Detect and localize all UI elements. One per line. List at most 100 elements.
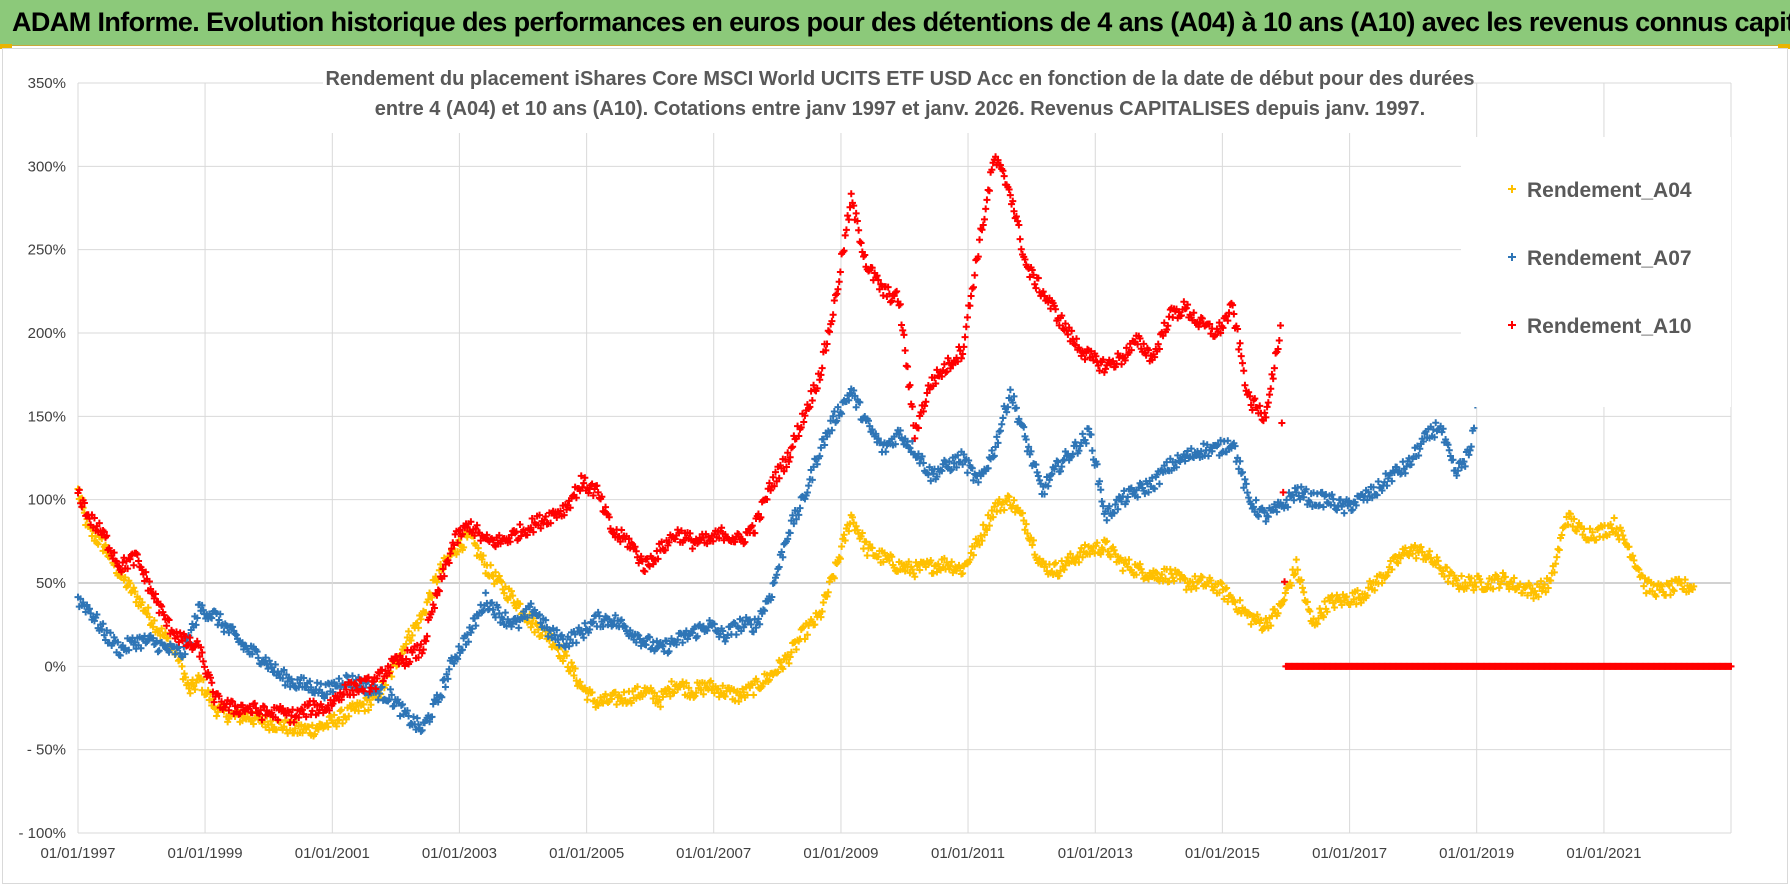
data-point <box>1015 221 1023 229</box>
data-point <box>95 519 103 527</box>
data-point <box>533 621 541 629</box>
data-point <box>969 283 977 291</box>
data-point <box>704 685 712 693</box>
data-point <box>838 543 846 551</box>
data-point <box>659 642 667 650</box>
data-point <box>929 470 937 478</box>
data-point <box>1560 523 1568 531</box>
data-point <box>264 665 272 673</box>
data-point <box>1061 561 1069 569</box>
data-point <box>249 720 257 728</box>
data-point <box>608 695 616 703</box>
data-point <box>1531 587 1539 595</box>
data-point <box>816 376 824 384</box>
data-point <box>182 673 190 681</box>
data-point <box>1240 367 1248 375</box>
data-point <box>531 606 539 614</box>
data-point <box>961 333 969 341</box>
data-point <box>649 695 657 703</box>
data-point <box>1111 501 1119 509</box>
data-point <box>948 558 956 566</box>
data-point <box>636 635 644 643</box>
data-point <box>424 596 432 604</box>
data-point <box>1328 491 1336 499</box>
data-point <box>959 460 967 468</box>
data-point <box>653 637 661 645</box>
data-point <box>345 712 353 720</box>
data-point <box>1044 482 1052 490</box>
data-point <box>649 638 657 646</box>
data-point <box>1033 468 1041 476</box>
data-point <box>1079 430 1087 438</box>
data-point <box>641 567 649 575</box>
data-point <box>1197 447 1205 455</box>
data-point <box>1303 598 1311 606</box>
data-point <box>948 466 956 474</box>
data-point <box>1530 594 1538 602</box>
data-point <box>161 629 169 637</box>
data-point <box>1072 554 1080 562</box>
data-point <box>888 553 896 561</box>
data-point <box>1103 516 1111 524</box>
data-point <box>138 598 146 606</box>
data-point <box>751 529 759 537</box>
data-point <box>1055 572 1063 580</box>
data-point <box>1119 567 1127 575</box>
data-point <box>79 598 87 606</box>
data-point <box>819 435 827 443</box>
data-point <box>904 363 912 371</box>
data-point <box>1306 498 1314 506</box>
corner-accent-left <box>0 44 12 49</box>
data-point <box>998 420 1006 428</box>
data-point <box>468 625 476 633</box>
data-point <box>850 519 858 527</box>
data-point <box>566 667 574 675</box>
data-point <box>1187 445 1195 453</box>
data-point <box>495 609 503 617</box>
data-point <box>850 387 858 395</box>
data-point <box>478 555 486 563</box>
data-point <box>1237 352 1245 360</box>
data-point <box>106 629 114 637</box>
data-point <box>1494 575 1502 583</box>
data-point <box>818 364 826 372</box>
data-point <box>990 503 998 511</box>
data-point <box>100 528 108 536</box>
data-point <box>829 412 837 420</box>
data-point <box>670 689 678 697</box>
data-point <box>1262 517 1270 525</box>
data-point <box>1103 537 1111 545</box>
data-point <box>323 690 331 698</box>
data-point <box>627 699 635 707</box>
data-point <box>577 626 585 634</box>
data-point <box>1220 595 1228 603</box>
data-point <box>663 690 671 698</box>
data-point <box>110 549 118 557</box>
data-point <box>180 670 188 678</box>
data-point <box>1300 493 1308 501</box>
data-point <box>748 681 756 689</box>
data-point <box>656 703 664 711</box>
data-point <box>1214 440 1222 448</box>
data-point <box>602 690 610 698</box>
data-point <box>1266 391 1274 399</box>
data-point <box>703 627 711 635</box>
data-point <box>1392 553 1400 561</box>
data-point <box>1053 457 1061 465</box>
data-point <box>1353 586 1361 594</box>
data-point <box>126 579 134 587</box>
data-point <box>1505 585 1513 593</box>
data-point <box>1264 399 1272 407</box>
data-point <box>580 634 588 642</box>
data-point <box>830 574 838 582</box>
data-point <box>841 231 849 239</box>
data-point <box>1363 496 1371 504</box>
data-point <box>207 674 215 682</box>
data-point <box>1409 550 1417 558</box>
data-point <box>307 683 315 691</box>
data-point <box>720 691 728 699</box>
data-point <box>1141 490 1149 498</box>
data-point <box>1369 483 1377 491</box>
data-point <box>1231 598 1239 606</box>
data-point <box>534 612 542 620</box>
